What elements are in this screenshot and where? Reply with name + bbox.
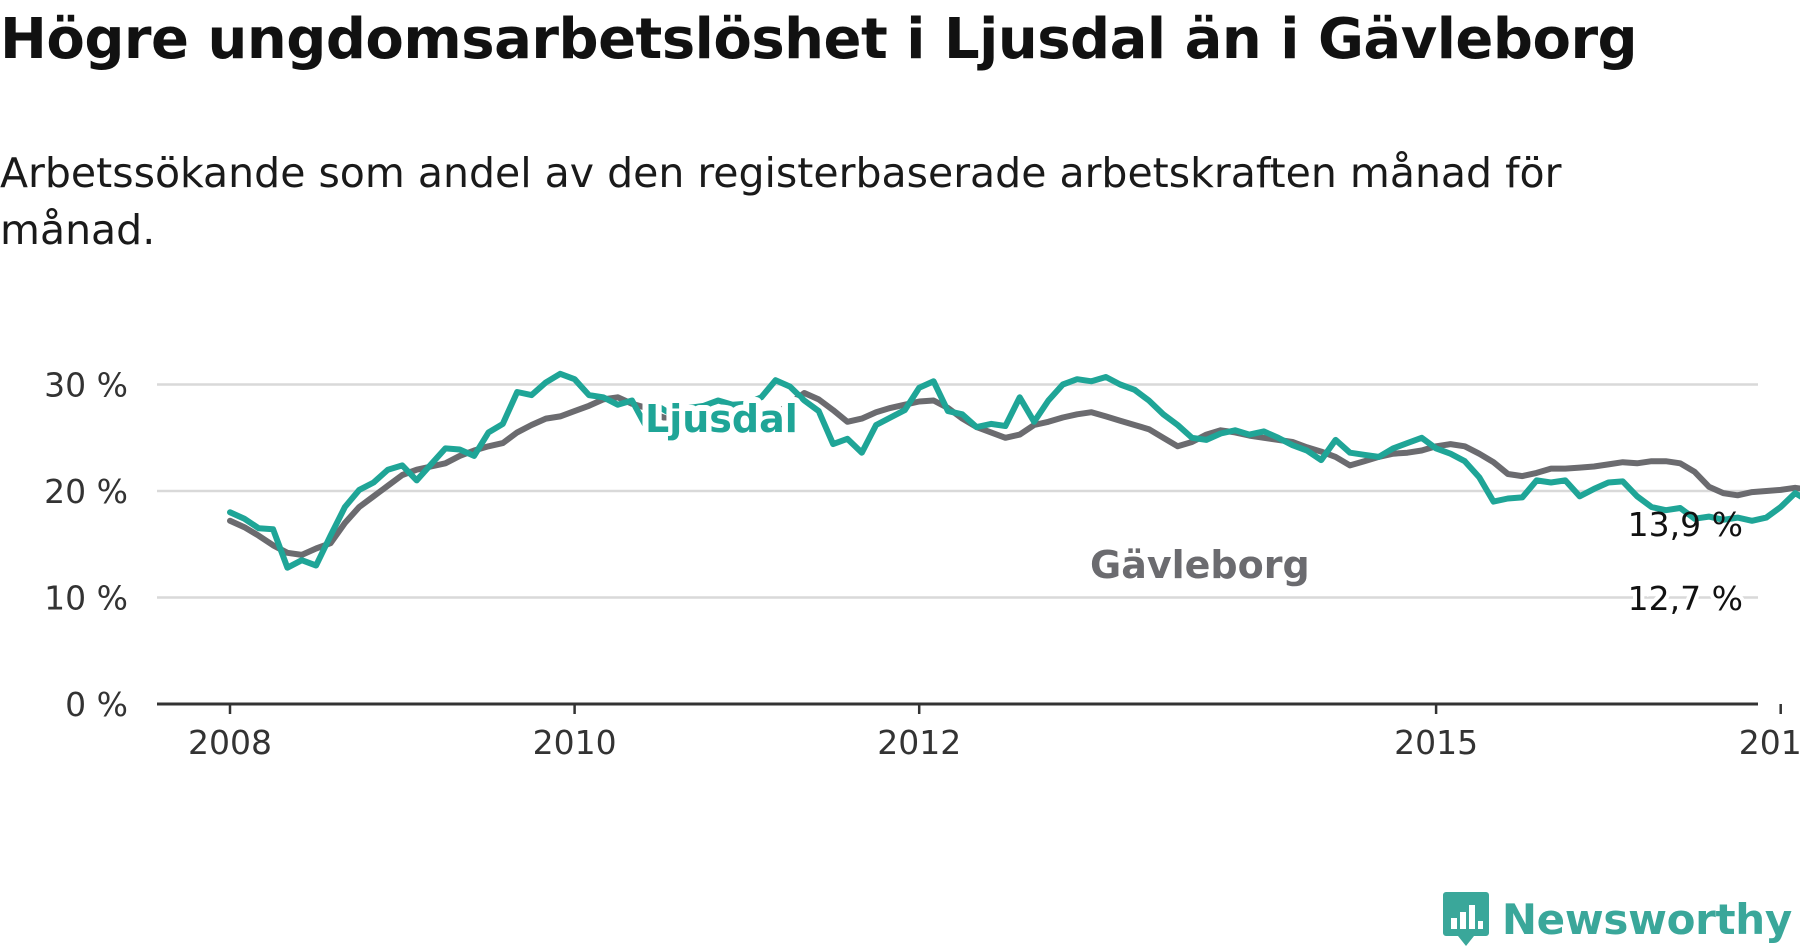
y-axis-ticks: 0 % 10 % 20 % 30 %	[44, 366, 128, 725]
y-tick-label: 10 %	[44, 579, 128, 618]
chart-subtitle: Arbetssökande som andel av den registerb…	[0, 149, 1562, 254]
end-value-label: 12,7 %	[1628, 579, 1743, 618]
brand-name: Newsworthy	[1501, 894, 1792, 944]
x-axis: 20082010201220152017202020222024	[157, 702, 1800, 762]
chart-title: Högre ungdomsarbetslöshet i Ljusdal än i…	[0, 7, 1638, 72]
x-tick-label: 2017	[1739, 723, 1800, 762]
gridlines	[157, 383, 1758, 599]
x-tick-label: 2012	[877, 723, 961, 762]
series-lines	[227, 370, 1800, 571]
y-tick-label: 30 %	[44, 366, 128, 405]
y-tick-label: 0 %	[65, 685, 128, 724]
series-line-g-vleborg	[227, 390, 1800, 558]
series-line-ljusdal	[227, 370, 1800, 571]
x-tick-label: 2015	[1394, 723, 1478, 762]
x-tick-label: 2010	[533, 723, 617, 762]
newsworthy-logo: Newsworthy	[1442, 888, 1792, 950]
x-tick-label: 2008	[188, 723, 272, 762]
series-label: Ljusdal	[645, 397, 798, 441]
series-label: Gävleborg	[1090, 543, 1310, 587]
series-labels: Gävleborg Ljusdal 13,9 % 12,7 %	[639, 391, 1747, 622]
bar-chart-speech-icon	[1442, 892, 1489, 946]
end-value-label: 13,9 %	[1628, 505, 1743, 544]
y-tick-label: 20 %	[44, 472, 128, 511]
